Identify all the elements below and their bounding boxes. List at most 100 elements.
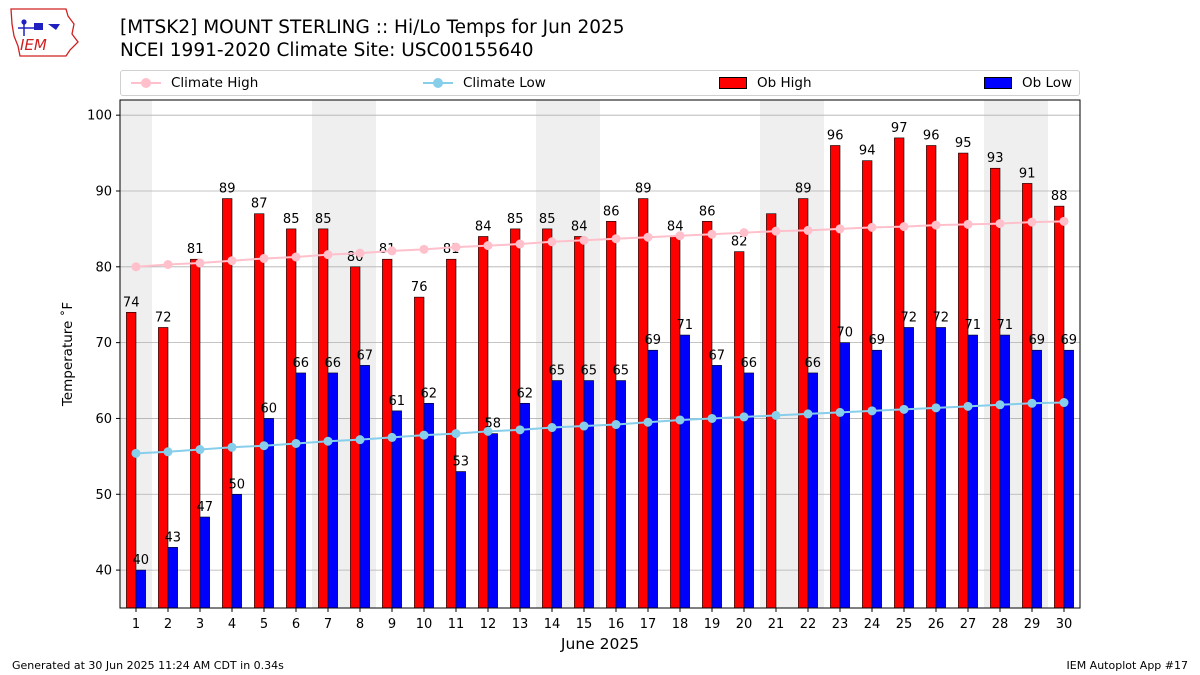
label-ob-low-day-11: 53 [453,455,470,470]
point-climate-low-day-30 [1059,398,1069,408]
label-ob-low-day-18: 71 [677,318,694,333]
bar-ob-low-day-16 [615,380,626,609]
x-tick-label-12: 12 [480,617,497,632]
label-ob-low-day-8: 67 [357,348,374,363]
bar-ob-low-day-8 [359,365,370,609]
point-climate-high-day-16 [611,234,621,244]
point-climate-low-day-2 [163,447,173,457]
bar-ob-high-day-22 [798,198,809,609]
x-tick-label-20: 20 [736,617,753,632]
bar-ob-low-day-14 [551,380,562,609]
point-climate-low-day-14 [547,423,557,433]
label-ob-high-day-12: 84 [475,219,492,234]
label-ob-high-day-14: 85 [539,212,556,227]
label-ob-high-day-26: 96 [923,128,940,143]
label-ob-high-day-7: 85 [315,212,332,227]
point-climate-high-day-10 [419,244,429,254]
bar-ob-high-day-29 [1022,183,1033,609]
x-tick-label-7: 7 [324,617,332,632]
label-ob-low-day-20: 66 [741,356,758,371]
bar-ob-low-day-18 [679,334,690,609]
x-tick-label-10: 10 [416,617,433,632]
label-ob-low-day-5: 60 [261,401,278,416]
label-ob-high-day-17: 89 [635,182,652,197]
x-tick-label-24: 24 [864,617,881,632]
point-climate-high-day-27 [963,219,973,229]
x-tick-label-17: 17 [640,617,657,632]
label-ob-high-day-25: 97 [891,121,908,136]
x-tick-label-16: 16 [608,617,625,632]
label-ob-low-day-30: 69 [1061,333,1078,348]
bar-ob-high-day-13 [510,228,521,609]
point-climate-low-day-6 [291,438,301,448]
y-tick-label-60: 60 [95,412,112,427]
bar-ob-low-day-23 [839,342,850,609]
bar-ob-high-day-28 [990,167,1001,609]
label-ob-high-day-10: 76 [411,280,428,295]
x-tick-label-28: 28 [992,617,1009,632]
point-climate-low-day-27 [963,401,973,411]
label-ob-low-day-6: 66 [293,356,310,371]
x-tick-label-29: 29 [1024,617,1041,632]
y-tick-label-70: 70 [95,336,112,351]
point-climate-low-day-23 [835,407,845,417]
label-ob-high-day-24: 94 [859,144,876,159]
point-climate-low-day-15 [579,421,589,431]
bar-ob-low-day-7 [327,372,338,609]
point-climate-high-day-11 [451,242,461,252]
point-climate-high-day-20 [739,228,749,238]
bar-ob-high-day-25 [894,137,905,609]
point-climate-low-day-26 [931,403,941,413]
label-ob-high-day-5: 87 [251,197,268,212]
bar-ob-high-day-2 [158,327,169,609]
x-tick-label-1: 1 [132,617,140,632]
bar-ob-high-day-10 [414,296,425,609]
label-ob-low-day-10: 62 [421,386,438,401]
x-tick-label-30: 30 [1056,617,1073,632]
bar-ob-low-day-17 [647,349,658,609]
label-ob-high-day-13: 85 [507,212,524,227]
chart-subtitle: NCEI 1991-2020 Climate Site: USC00155640 [120,40,534,61]
legend-swatch-climate-high [131,76,161,90]
point-climate-low-day-19 [707,413,717,423]
point-climate-high-day-13 [515,239,525,249]
bar-ob-low-day-24 [871,349,882,609]
point-climate-low-day-4 [227,442,237,452]
point-climate-high-day-6 [291,252,301,262]
point-climate-low-day-22 [803,409,813,419]
bar-ob-low-day-25 [903,327,914,609]
label-ob-high-day-22: 89 [795,182,812,197]
x-tick-label-19: 19 [704,617,721,632]
point-climate-high-day-5 [259,253,269,263]
x-tick-label-21: 21 [768,617,785,632]
point-climate-high-day-8 [355,248,365,258]
chart-legend: Climate High Climate Low Ob High Ob Low [120,70,1080,96]
label-ob-low-day-4: 50 [229,477,246,492]
point-climate-high-day-7 [323,250,333,260]
line-climate-low [135,401,1065,455]
legend-swatch-climate-low [423,76,453,90]
line-climate-high [135,220,1065,268]
plot-frame [119,99,1081,609]
point-climate-low-day-17 [643,417,653,427]
point-climate-high-day-15 [579,235,589,245]
bar-ob-low-day-20 [743,372,754,609]
x-tick-label-15: 15 [576,617,593,632]
point-climate-high-day-24 [867,222,877,232]
label-ob-high-day-15: 84 [571,219,588,234]
label-ob-low-day-15: 65 [581,364,598,379]
bar-ob-high-day-14 [542,228,553,609]
point-climate-low-day-20 [739,412,749,422]
label-ob-low-day-23: 70 [837,326,854,341]
legend-item-ob-low: Ob Low [984,71,1072,95]
bar-ob-high-day-23 [830,145,841,609]
point-climate-low-day-5 [259,441,269,451]
legend-label-climate-low: Climate Low [463,75,546,91]
label-ob-low-day-3: 47 [197,500,214,515]
bar-ob-low-day-19 [711,365,722,609]
point-climate-low-day-8 [355,435,365,445]
bar-ob-high-day-6 [286,228,297,609]
legend-label-ob-low: Ob Low [1022,75,1073,91]
bar-ob-low-day-4 [231,493,242,609]
